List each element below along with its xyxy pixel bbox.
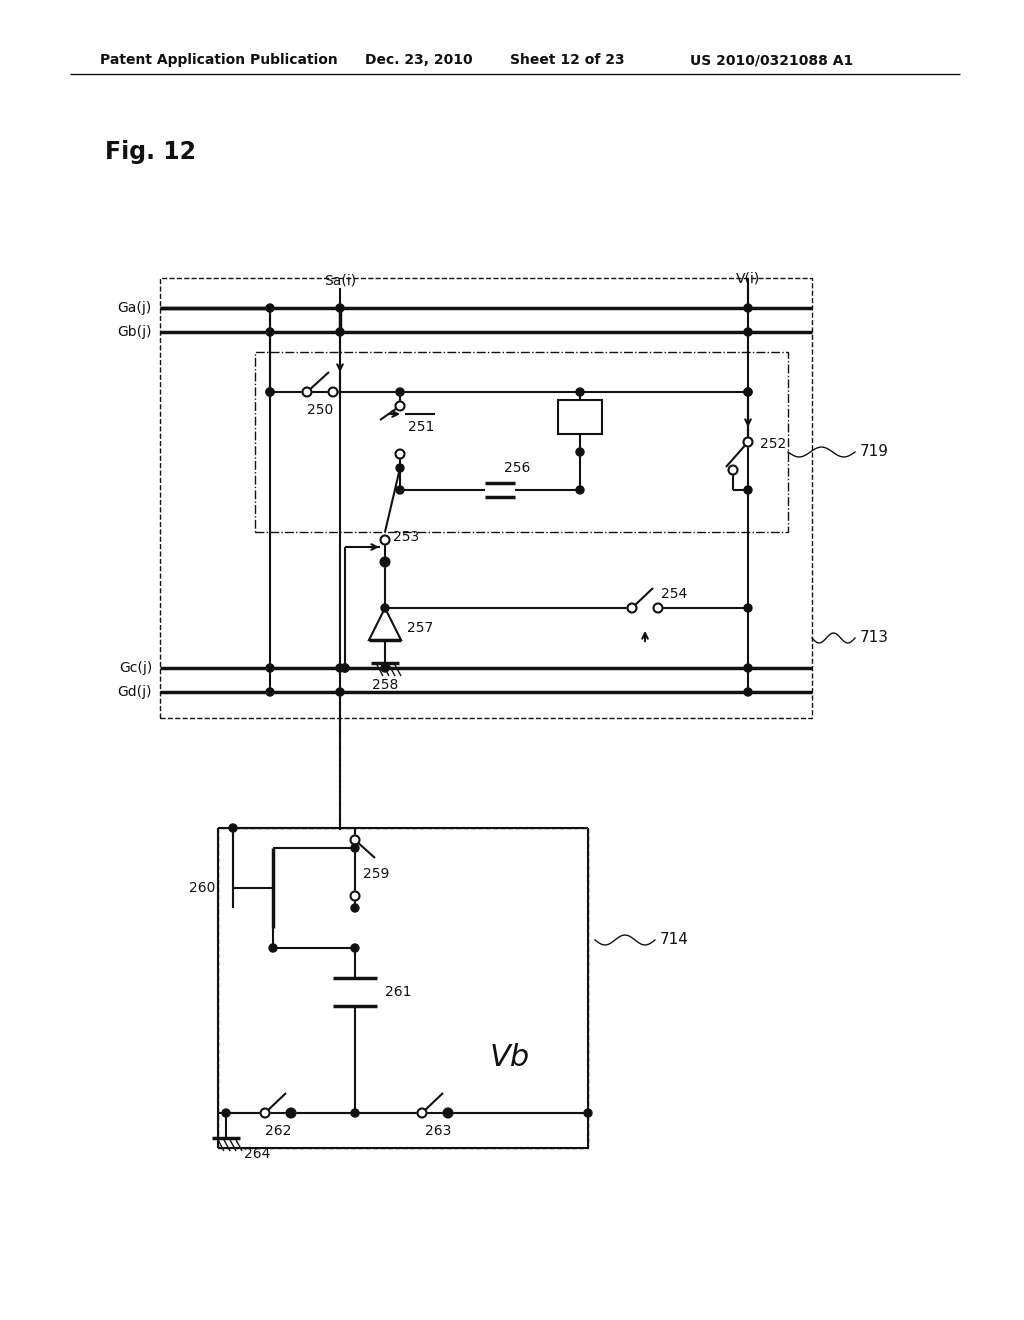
Circle shape — [336, 327, 344, 337]
Text: 252: 252 — [760, 437, 786, 451]
Text: 259: 259 — [362, 867, 389, 880]
Text: Gc(j): Gc(j) — [119, 661, 152, 675]
Text: 713: 713 — [860, 631, 889, 645]
Text: 719: 719 — [860, 445, 889, 459]
Circle shape — [266, 388, 274, 396]
Circle shape — [287, 1109, 296, 1118]
Text: Gb(j): Gb(j) — [118, 325, 152, 339]
Circle shape — [396, 486, 404, 494]
Circle shape — [336, 688, 344, 696]
Text: 254: 254 — [662, 587, 687, 601]
Text: V(i): V(i) — [736, 271, 760, 285]
Circle shape — [222, 1109, 230, 1117]
Text: Ga(j): Ga(j) — [118, 301, 152, 315]
Circle shape — [444, 1109, 452, 1117]
Text: 258: 258 — [372, 678, 398, 692]
Text: US 2010/0321088 A1: US 2010/0321088 A1 — [690, 53, 853, 67]
Text: 714: 714 — [660, 932, 689, 948]
Circle shape — [266, 664, 274, 672]
Circle shape — [744, 605, 752, 612]
Circle shape — [418, 1109, 427, 1118]
Circle shape — [396, 465, 404, 473]
Circle shape — [266, 327, 274, 337]
Circle shape — [744, 327, 752, 337]
Text: 260: 260 — [188, 880, 215, 895]
Circle shape — [728, 466, 737, 474]
Circle shape — [287, 1109, 295, 1117]
Circle shape — [350, 891, 359, 900]
Circle shape — [269, 944, 278, 952]
Circle shape — [575, 447, 584, 455]
Circle shape — [744, 486, 752, 494]
Circle shape — [336, 304, 344, 312]
Text: 264: 264 — [244, 1147, 270, 1162]
Circle shape — [229, 824, 237, 832]
Circle shape — [381, 558, 389, 566]
Circle shape — [341, 664, 349, 672]
Circle shape — [744, 688, 752, 696]
Circle shape — [744, 388, 752, 396]
Text: 253: 253 — [393, 531, 419, 544]
Text: Sheet 12 of 23: Sheet 12 of 23 — [510, 53, 625, 67]
Circle shape — [341, 664, 349, 672]
Circle shape — [443, 1109, 453, 1118]
Text: Gd(j): Gd(j) — [118, 685, 152, 700]
Text: Sa(i): Sa(i) — [324, 273, 356, 286]
Circle shape — [575, 486, 584, 494]
Circle shape — [395, 450, 404, 458]
Circle shape — [351, 944, 359, 952]
Circle shape — [351, 904, 359, 912]
Text: Dec. 23, 2010: Dec. 23, 2010 — [365, 53, 473, 67]
Circle shape — [302, 388, 311, 396]
Circle shape — [381, 605, 389, 612]
Circle shape — [575, 388, 584, 396]
Text: 256: 256 — [504, 461, 530, 475]
Text: 257: 257 — [407, 620, 433, 635]
Circle shape — [653, 603, 663, 612]
Circle shape — [744, 304, 752, 312]
Circle shape — [266, 388, 274, 396]
Circle shape — [584, 1109, 592, 1117]
Text: Vb: Vb — [490, 1044, 530, 1072]
Circle shape — [336, 664, 344, 672]
Circle shape — [260, 1109, 269, 1118]
Circle shape — [350, 836, 359, 845]
Circle shape — [329, 388, 338, 396]
Text: 261: 261 — [385, 985, 412, 999]
Circle shape — [381, 664, 389, 672]
Circle shape — [744, 664, 752, 672]
Circle shape — [628, 603, 637, 612]
Circle shape — [743, 437, 753, 446]
Circle shape — [266, 304, 274, 312]
Circle shape — [381, 557, 389, 566]
Circle shape — [396, 388, 404, 396]
Text: 262: 262 — [265, 1125, 291, 1138]
Circle shape — [266, 688, 274, 696]
Circle shape — [351, 843, 359, 851]
Circle shape — [744, 388, 752, 396]
Text: 263: 263 — [425, 1125, 452, 1138]
Text: 251: 251 — [408, 420, 434, 434]
Text: Fig. 12: Fig. 12 — [105, 140, 196, 164]
Text: Patent Application Publication: Patent Application Publication — [100, 53, 338, 67]
Circle shape — [381, 536, 389, 544]
Text: 250: 250 — [307, 403, 333, 417]
Circle shape — [395, 401, 404, 411]
Text: 255: 255 — [567, 411, 593, 425]
Circle shape — [351, 1109, 359, 1117]
Bar — [558, 400, 602, 434]
